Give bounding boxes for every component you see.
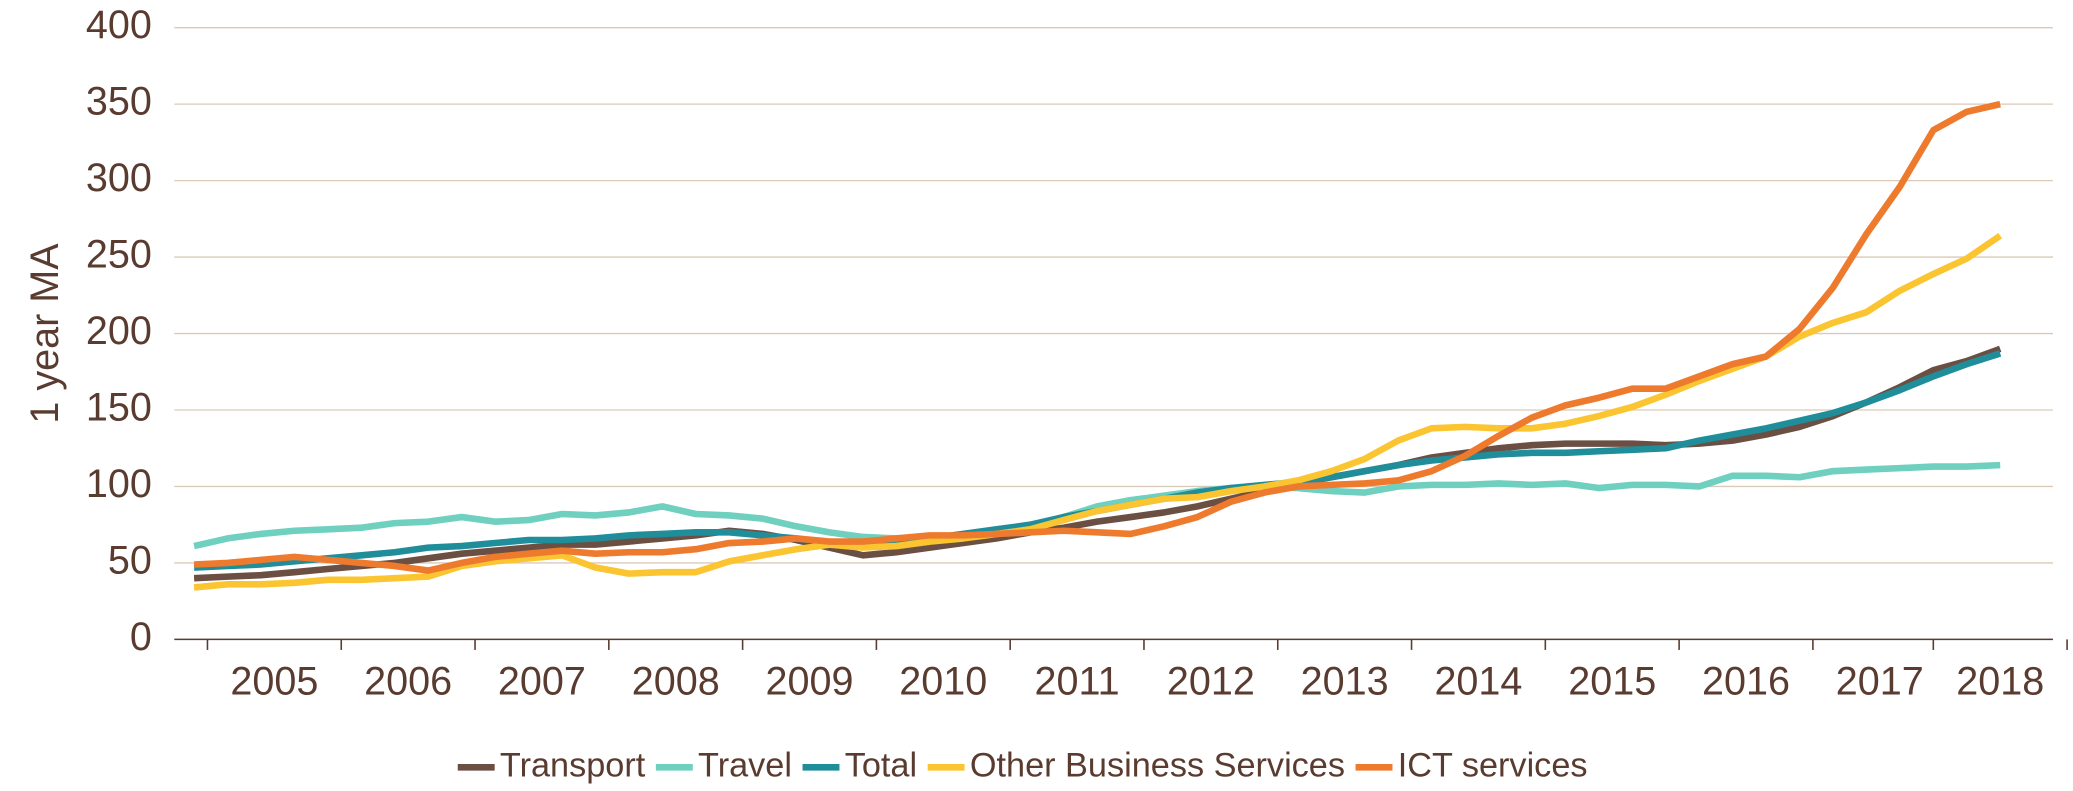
x-tick-label: 2005 <box>230 660 318 704</box>
y-tick-label: 100 <box>86 462 152 506</box>
y-tick-label: 150 <box>86 385 152 429</box>
series-line <box>193 232 2003 591</box>
x-tick-label: 2006 <box>364 660 452 704</box>
legend-label: Other Business Services <box>970 746 1345 784</box>
legend-label: Travel <box>698 746 792 784</box>
x-tick-label: 2018 <box>1956 660 2044 704</box>
x-tick-label: 2016 <box>1702 660 1790 704</box>
series-line <box>193 100 2001 574</box>
y-tick-label: 300 <box>86 156 152 200</box>
legend-label: Total <box>845 746 917 784</box>
y-tick-label: 50 <box>108 538 152 582</box>
x-tick-label: 2010 <box>899 660 987 704</box>
x-tick-label: 2014 <box>1434 660 1522 704</box>
x-tick-label: 2017 <box>1836 660 1924 704</box>
x-tick-label: 2012 <box>1167 660 1255 704</box>
y-tick-label: 400 <box>86 3 152 47</box>
x-tick-label: 2009 <box>766 660 854 704</box>
legend-label: ICT services <box>1398 746 1588 784</box>
y-axis-label: 1 year MA <box>23 243 67 424</box>
x-tick-label: 2011 <box>1035 660 1120 704</box>
y-tick-label: 200 <box>86 309 152 353</box>
x-tick-label: 2007 <box>498 660 586 704</box>
x-tick-label: 2008 <box>632 660 720 704</box>
y-tick-label: 350 <box>86 80 152 124</box>
x-tick-label: 2013 <box>1301 660 1389 704</box>
x-tick-label: 2015 <box>1568 660 1656 704</box>
y-tick-label: 0 <box>130 615 152 659</box>
y-tick-label: 250 <box>86 233 152 277</box>
series-line <box>193 461 2001 550</box>
legend-label: Transport <box>500 746 646 784</box>
